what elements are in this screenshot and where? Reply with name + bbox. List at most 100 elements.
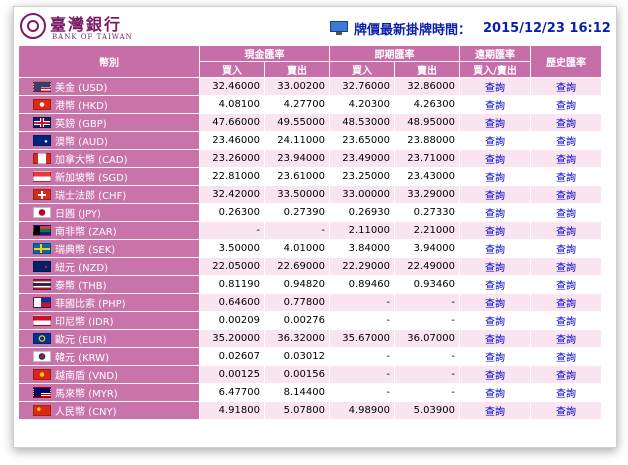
forward-cell: 查詢 <box>460 402 530 419</box>
history-query-link[interactable]: 查詢 <box>556 191 576 202</box>
history-cell: 查詢 <box>531 204 601 221</box>
cash-buy-cell: 0.00125 <box>200 366 264 383</box>
history-query-link[interactable]: 查詢 <box>556 119 576 130</box>
forward-query-link[interactable]: 查詢 <box>485 353 505 364</box>
spot-buy-cell: - <box>330 384 394 401</box>
currency-cell: 泰幣 (THB) <box>19 276 199 293</box>
forward-query-link[interactable]: 查詢 <box>485 389 505 400</box>
forward-cell: 查詢 <box>460 150 530 167</box>
history-query-link[interactable]: 查詢 <box>556 173 576 184</box>
cash-sell-cell: 0.94820 <box>265 276 329 293</box>
spot-buy-cell: 0.89460 <box>330 276 394 293</box>
forward-query-link[interactable]: 查詢 <box>485 137 505 148</box>
currency-cell: 美金 (USD) <box>19 78 199 95</box>
cash-buy-cell: 35.20000 <box>200 330 264 347</box>
forward-query-link[interactable]: 查詢 <box>485 317 505 328</box>
forward-query-link[interactable]: 查詢 <box>485 173 505 184</box>
forward-query-link[interactable]: 查詢 <box>485 281 505 292</box>
forward-query-link[interactable]: 查詢 <box>485 299 505 310</box>
header-history-rate: 歷史匯率 <box>531 46 601 77</box>
history-query-link[interactable]: 查詢 <box>556 407 576 418</box>
currency-cell: 越南盾 (VND) <box>19 366 199 383</box>
flag-id-icon <box>33 315 51 326</box>
history-cell: 查詢 <box>531 384 601 401</box>
history-query-link[interactable]: 查詢 <box>556 245 576 256</box>
forward-cell: 查詢 <box>460 204 530 221</box>
spot-buy-cell: 48.53000 <box>330 114 394 131</box>
history-query-link[interactable]: 查詢 <box>556 389 576 400</box>
history-query-link[interactable]: 查詢 <box>556 83 576 94</box>
forward-query-link[interactable]: 查詢 <box>485 263 505 274</box>
forward-cell: 查詢 <box>460 366 530 383</box>
cash-sell-cell: 33.00200 <box>265 78 329 95</box>
forward-query-link[interactable]: 查詢 <box>485 119 505 130</box>
history-query-link[interactable]: 查詢 <box>556 281 576 292</box>
spot-sell-cell: 23.71000 <box>395 150 459 167</box>
cash-sell-cell: 0.03012 <box>265 348 329 365</box>
cash-sell-cell: 33.50000 <box>265 186 329 203</box>
flag-hk-icon <box>33 99 51 110</box>
forward-query-link[interactable]: 查詢 <box>485 407 505 418</box>
table-row: 英鎊 (GBP) 47.66000 49.55000 48.53000 48.95000… <box>19 114 601 131</box>
forward-query-link[interactable]: 查詢 <box>485 227 505 238</box>
spot-sell-cell: 33.29000 <box>395 186 459 203</box>
spot-sell-cell: 36.07000 <box>395 330 459 347</box>
table-row: 瑞士法郎 (CHF) 32.42000 33.50000 33.00000 33.290… <box>19 186 601 203</box>
currency-cell: 紐元 (NZD) <box>19 258 199 275</box>
forward-query-link[interactable]: 查詢 <box>485 371 505 382</box>
history-query-link[interactable]: 查詢 <box>556 317 576 328</box>
cash-sell-cell: 49.55000 <box>265 114 329 131</box>
flag-sg-icon <box>33 171 51 182</box>
table-row: 南非幣 (ZAR) - -2.11000 2.21000 查詢 查詢 <box>19 222 601 239</box>
forward-query-link[interactable]: 查詢 <box>485 101 505 112</box>
currency-name: 瑞典幣 (SEK) <box>55 245 116 256</box>
forward-query-link[interactable]: 查詢 <box>485 83 505 94</box>
forward-query-link[interactable]: 查詢 <box>485 155 505 166</box>
currency-cell: 歐元 (EUR) <box>19 330 199 347</box>
history-query-link[interactable]: 查詢 <box>556 335 576 346</box>
history-query-link[interactable]: 查詢 <box>556 299 576 310</box>
rate-board: 臺灣銀行 BANK OF TAIWAN 牌價最新掛牌時間： 2015/12/23… <box>13 6 617 448</box>
cash-buy-cell: 0.64600 <box>200 294 264 311</box>
cash-buy-cell: 23.26000 <box>200 150 264 167</box>
history-query-link[interactable]: 查詢 <box>556 353 576 364</box>
history-cell: 查詢 <box>531 96 601 113</box>
cash-sell-cell: 8.14400 <box>265 384 329 401</box>
spot-buy-cell: - <box>330 348 394 365</box>
history-query-link[interactable]: 查詢 <box>556 101 576 112</box>
cash-sell-cell: 0.77800 <box>265 294 329 311</box>
currency-cell: 英鎊 (GBP) <box>19 114 199 131</box>
history-query-link[interactable]: 查詢 <box>556 137 576 148</box>
cash-sell-cell: 5.07800 <box>265 402 329 419</box>
history-cell: 查詢 <box>531 366 601 383</box>
forward-query-link[interactable]: 查詢 <box>485 245 505 256</box>
history-query-link[interactable]: 查詢 <box>556 227 576 238</box>
cash-buy-cell: 6.47700 <box>200 384 264 401</box>
history-cell: 查詢 <box>531 330 601 347</box>
spot-buy-cell: 2.11000 <box>330 222 394 239</box>
currency-name: 菲國比索 (PHP) <box>55 299 126 310</box>
cash-buy-cell: 22.81000 <box>200 168 264 185</box>
history-cell: 查詢 <box>531 78 601 95</box>
currency-name: 新加坡幣 (SGD) <box>55 173 128 184</box>
flag-ca-icon <box>33 153 51 164</box>
flag-eu-icon <box>33 333 51 344</box>
header-cash-sell: 賣出 <box>265 62 329 77</box>
currency-cell: 瑞典幣 (SEK) <box>19 240 199 257</box>
bank-logo[interactable]: 臺灣銀行 BANK OF TAIWAN <box>20 11 140 45</box>
forward-query-link[interactable]: 查詢 <box>485 335 505 346</box>
currency-name: 英鎊 (GBP) <box>55 119 107 130</box>
history-query-link[interactable]: 查詢 <box>556 209 576 220</box>
flag-kr-icon <box>33 351 51 362</box>
header-cash-buy: 買入 <box>200 62 264 77</box>
history-query-link[interactable]: 查詢 <box>556 263 576 274</box>
forward-query-link[interactable]: 查詢 <box>485 209 505 220</box>
spot-buy-cell: 33.00000 <box>330 186 394 203</box>
rate-rows: 美金 (USD) 32.46000 33.00200 32.76000 32.86000… <box>19 78 601 419</box>
currency-name: 歐元 (EUR) <box>55 335 107 346</box>
history-query-link[interactable]: 查詢 <box>556 155 576 166</box>
table-row: 韓元 (KRW) 0.02607 0.03012- - 查詢 查詢 <box>19 348 601 365</box>
forward-query-link[interactable]: 查詢 <box>485 191 505 202</box>
forward-cell: 查詢 <box>460 384 530 401</box>
history-query-link[interactable]: 查詢 <box>556 371 576 382</box>
